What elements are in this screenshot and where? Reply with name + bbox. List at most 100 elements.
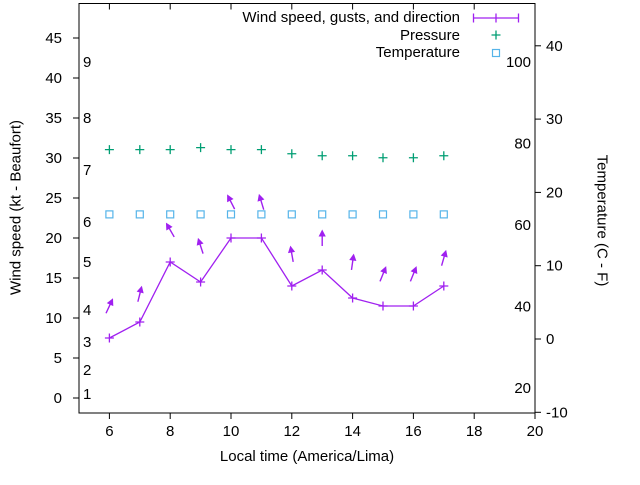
kt-tick-label: 30: [45, 150, 62, 167]
pressure-point: [226, 145, 236, 155]
gust-arrow: [379, 266, 387, 282]
celsius-tick-label: 20: [546, 184, 563, 201]
gust-arrow: [105, 298, 114, 314]
beaufort-label: 3: [83, 334, 91, 351]
wind-point: [378, 301, 388, 311]
celsius-tick-label: -10: [546, 404, 568, 421]
fahrenheit-tick-label: 40: [514, 298, 531, 315]
gust-arrow: [440, 249, 448, 266]
gust-arrow: [287, 245, 296, 263]
beaufort-label: 9: [83, 54, 91, 71]
pressure-point: [348, 151, 358, 161]
x-tick-label: 6: [105, 423, 113, 440]
wind-point: [408, 301, 418, 311]
y-axis-label-left: Wind speed (kt - Beaufort): [7, 119, 25, 296]
legend-label-pressure: Pressure: [399, 26, 460, 44]
gust-arrow: [165, 222, 175, 238]
wind-point: [196, 277, 206, 287]
pressure-point: [256, 145, 266, 155]
wind-point: [287, 281, 297, 291]
wind-point: [226, 233, 236, 243]
pressure-point: [104, 145, 114, 155]
celsius-tick-label: 10: [546, 258, 563, 275]
legend-row-temperature: Temperature: [220, 44, 520, 62]
gust-arrow: [136, 285, 144, 302]
gust-arrow: [349, 253, 357, 271]
gust-arrow: [257, 193, 265, 210]
temperature-point: [318, 210, 327, 219]
x-axis-label: Local time (America/Lima): [219, 448, 395, 465]
temperature-point: [166, 210, 175, 219]
legend-row-wind: Wind speed, gusts, and direction: [220, 9, 520, 27]
temperature-point: [439, 210, 448, 219]
temperature-point: [226, 210, 236, 219]
beaufort-label: 2: [83, 362, 91, 379]
wind-point: [135, 317, 145, 327]
temperature-point: [196, 210, 205, 219]
legend-label-temperature: Temperature: [375, 44, 460, 62]
kt-tick-label: 0: [54, 390, 62, 407]
x-tick-label: 10: [223, 423, 240, 440]
legend: Wind speed, gusts, and direction Pressur…: [220, 9, 520, 62]
pressure-point: [317, 151, 327, 161]
temperature-point: [105, 210, 114, 219]
beaufort-label: 1: [83, 386, 91, 403]
pressure-point: [196, 143, 206, 153]
celsius-tick-label: 40: [546, 38, 563, 55]
temperature-point: [135, 210, 144, 219]
temperature-point: [378, 210, 388, 219]
kt-tick-label: 10: [45, 310, 62, 327]
temperature-point: [409, 210, 418, 219]
gust-arrow: [409, 266, 418, 282]
celsius-tick-label: 30: [546, 111, 563, 128]
beaufort-label: 8: [83, 110, 91, 127]
x-tick-label: 16: [405, 423, 422, 440]
kt-tick-label: 15: [45, 270, 62, 287]
fahrenheit-tick-label: 20: [514, 380, 531, 397]
plot-border: [78, 3, 536, 414]
pressure-point: [165, 145, 175, 155]
pressure-point: [408, 153, 418, 163]
wind-point: [439, 281, 449, 291]
kt-tick-label: 45: [45, 30, 62, 47]
kt-tick-label: 40: [45, 70, 62, 87]
x-tick-label: 20: [527, 423, 544, 440]
kt-tick-label: 5: [54, 350, 62, 367]
fahrenheit-tick-label: 100: [506, 54, 531, 71]
beaufort-label: 6: [83, 214, 91, 231]
pressure-point: [439, 151, 449, 161]
fahrenheit-tick-label: 60: [514, 217, 531, 234]
legend-label-wind: Wind speed, gusts, and direction: [242, 9, 460, 27]
beaufort-label: 5: [83, 254, 91, 271]
wind-sample-icon: [472, 12, 520, 24]
gust-arrow: [318, 229, 326, 246]
x-tick-label: 14: [344, 423, 361, 440]
beaufort-label: 4: [83, 302, 91, 319]
fahrenheit-tick-label: 80: [514, 136, 531, 153]
kt-tick-label: 20: [45, 230, 62, 247]
kt-tick-label: 35: [45, 110, 62, 127]
temperature-point: [348, 210, 357, 219]
gust-arrow: [196, 237, 204, 254]
wind-point: [348, 293, 358, 303]
temperature-point: [257, 210, 266, 219]
pressure-point: [378, 153, 388, 163]
kt-tick-label: 25: [45, 190, 62, 207]
celsius-tick-label: 0: [546, 331, 554, 348]
pressure-point: [287, 149, 297, 159]
pressure-point: [135, 145, 145, 155]
temperature-point: [287, 210, 296, 219]
y-axis-label-right: Temperature (C - F): [593, 154, 611, 287]
wind-point: [256, 233, 266, 243]
wind-point: [165, 257, 175, 267]
pressure-sample-icon: [472, 29, 520, 41]
x-tick-label: 12: [283, 423, 300, 440]
wind-point: [317, 265, 327, 275]
legend-row-pressure: Pressure: [220, 27, 520, 45]
beaufort-label: 7: [83, 162, 91, 179]
temperature-sample-icon: [472, 47, 520, 59]
x-tick-label: 8: [166, 423, 174, 440]
wind-point: [104, 333, 114, 343]
